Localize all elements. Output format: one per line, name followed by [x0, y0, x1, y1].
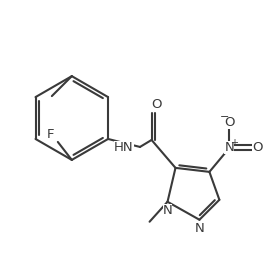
- Text: N: N: [163, 204, 173, 217]
- Text: O: O: [151, 98, 162, 110]
- Text: O: O: [252, 141, 262, 154]
- Text: HN: HN: [114, 141, 134, 154]
- Text: N: N: [225, 141, 234, 154]
- Text: F: F: [47, 129, 55, 141]
- Text: O: O: [224, 116, 235, 129]
- Text: N: N: [195, 222, 204, 235]
- Text: −: −: [220, 112, 229, 122]
- Text: +: +: [230, 138, 238, 148]
